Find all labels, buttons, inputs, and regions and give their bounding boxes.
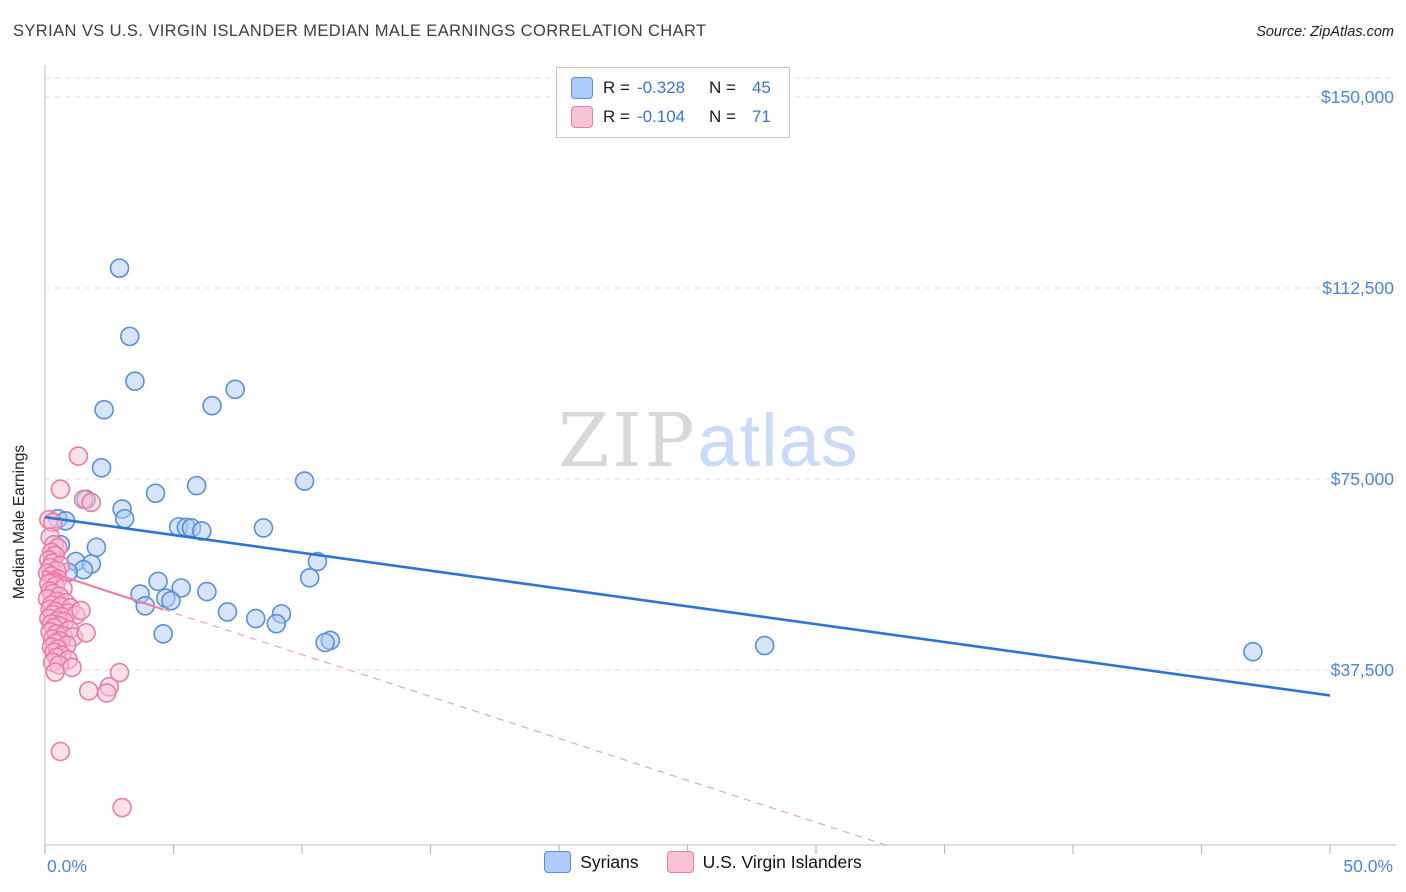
n-label: N = [708, 107, 736, 126]
scatter-point-syrians [145, 483, 166, 504]
scatter-point-syrians [1243, 641, 1263, 662]
scatter-point-syrians [86, 537, 107, 558]
scatter-point-virgin-islanders [71, 600, 91, 621]
n-label: N = [708, 78, 736, 97]
n-value-syrians: 45 [751, 78, 771, 97]
scatter-point-virgin-islanders [68, 446, 89, 466]
syrians-swatch-icon [571, 77, 593, 99]
page-title: SYRIAN VS U.S. VIRGIN ISLANDER MEDIAN MA… [13, 22, 707, 40]
scatter-point-syrians [161, 590, 181, 611]
y-tick-label: $150,000 [1321, 87, 1394, 107]
scatter-point-virgin-islanders [112, 797, 132, 818]
r-label: R = [603, 78, 630, 97]
legend-item-syrians: Syrians [544, 851, 639, 873]
y-tick-label: $112,500 [1322, 278, 1394, 298]
scatter-point-virgin-islanders [81, 492, 102, 513]
legend-row-virgin-islanders: R = -0.104 N = 71 [571, 106, 771, 128]
trend-line-virgin-islanders-extrapolated [163, 608, 889, 847]
y-tick-label: $37,500 [1331, 660, 1395, 680]
scatter-point-syrians [245, 608, 266, 629]
scatter-point-syrians [91, 457, 112, 478]
r-label: R = [603, 107, 630, 126]
scatter-point-syrians [114, 508, 135, 529]
trend-line-syrians [44, 515, 1331, 697]
scatter-point-syrians [253, 518, 274, 538]
scatter-point-syrians [109, 258, 130, 278]
scatter-point-syrians [307, 551, 328, 572]
r-value-virgin-islanders: -0.104 [636, 107, 686, 126]
x-tick-label-left: 0.0% [47, 856, 87, 876]
correlation-legend-box: R = -0.328 N = 45 R = -0.104 N = 71 [556, 67, 790, 138]
syrians-swatch-icon [544, 851, 572, 873]
scatter-point-syrians [94, 399, 114, 420]
watermark-zip-text: ZIP [558, 398, 698, 484]
zipatlas-watermark: ZIPatlas [558, 404, 859, 479]
scatter-point-virgin-islanders [76, 623, 96, 643]
x-tick-label-right: 50.0% [1343, 856, 1393, 876]
scatter-point-syrians [225, 379, 245, 400]
legend-row-syrians: R = -0.328 N = 45 [571, 77, 771, 99]
scatter-point-syrians [754, 635, 775, 656]
scatter-point-virgin-islanders [62, 657, 82, 678]
scatter-point-virgin-islanders [45, 662, 66, 682]
y-axis-title: Median Male Earnings [11, 444, 28, 600]
series-legend: Syrians U.S. Virgin Islanders [0, 851, 1406, 873]
scatter-point-syrians [125, 371, 145, 392]
n-value-virgin-islanders: 71 [751, 107, 771, 126]
scatter-point-virgin-islanders [78, 681, 99, 701]
scatter-point-syrians [315, 632, 335, 653]
virgin-islanders-swatch-icon [571, 106, 593, 128]
scatter-point-syrians [171, 578, 192, 598]
r-value-syrians: -0.328 [636, 78, 686, 97]
scatter-point-syrians [153, 624, 174, 644]
scatter-point-virgin-islanders [109, 662, 130, 683]
legend-item-label: Syrians [580, 851, 639, 872]
source-attribution: Source: ZipAtlas.com [1256, 24, 1394, 40]
scatter-point-syrians [186, 475, 207, 496]
trend-line-virgin-islanders [44, 569, 164, 611]
scatter-point-syrians [197, 581, 217, 602]
scatter-point-syrians [120, 326, 140, 347]
scatter-point-syrians [294, 471, 315, 491]
scatter-point-syrians [202, 395, 222, 416]
scatter-point-syrians [217, 602, 238, 622]
virgin-islanders-swatch-icon [666, 851, 694, 873]
scatter-point-syrians [299, 568, 320, 588]
y-tick-label: $75,000 [1331, 469, 1395, 489]
scatter-point-virgin-islanders [96, 683, 117, 703]
legend-item-virgin-islanders: U.S. Virgin Islanders [666, 851, 862, 873]
scatter-point-virgin-islanders [50, 741, 71, 762]
watermark-atlas-text: atlas [697, 399, 859, 482]
scatter-point-syrians [266, 613, 287, 634]
scatter-point-syrians [148, 571, 168, 592]
scatter-point-virgin-islanders [50, 479, 71, 499]
legend-item-label: U.S. Virgin Islanders [702, 851, 862, 872]
